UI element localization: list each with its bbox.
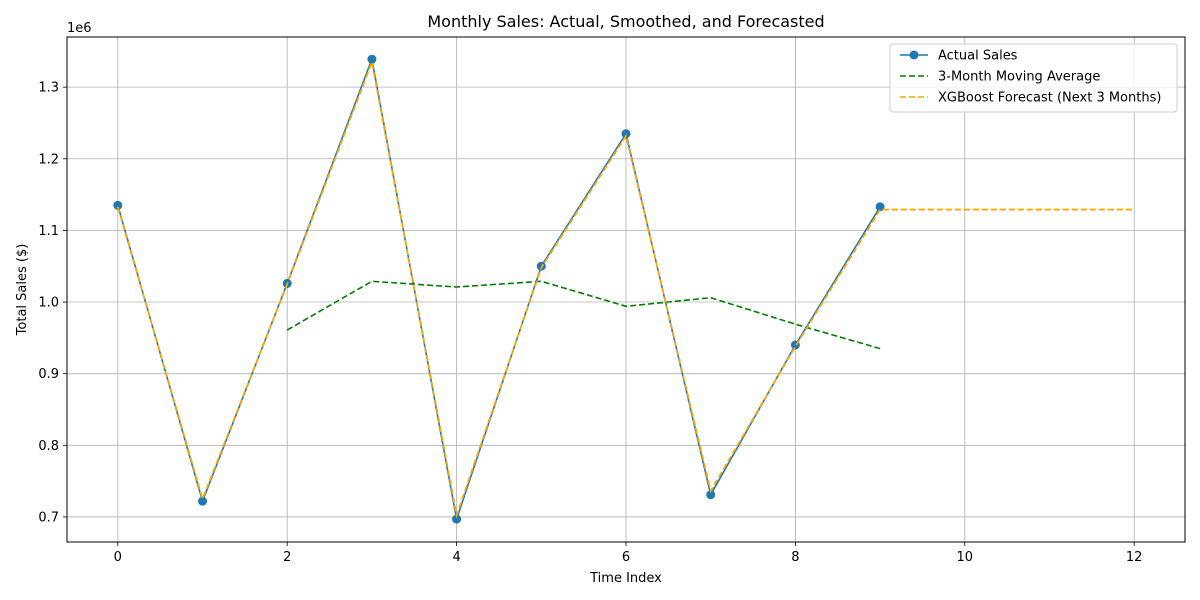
x-axis-title: Time Index: [589, 571, 662, 586]
y-tick-label: 1.2: [38, 152, 59, 167]
legend-marker: [909, 50, 919, 60]
x-tick-label: 4: [452, 550, 460, 565]
legend-label: XGBoost Forecast (Next 3 Months): [938, 91, 1161, 106]
x-tick-label: 6: [622, 550, 630, 565]
y-axis-offset-label: 1e6: [67, 21, 92, 36]
x-tick-label: 8: [791, 550, 799, 565]
legend: Actual Sales 3-Month Moving Average XGBoos…: [889, 43, 1178, 113]
actual-sales-point: [113, 200, 123, 210]
chart-title: Monthly Sales: Actual, Smoothed, and For…: [427, 12, 824, 31]
series-line-forecast-overlay: [117, 59, 1135, 519]
legend-label: 3-Month Moving Average: [938, 70, 1100, 85]
x-tick-label: 2: [283, 550, 291, 565]
y-axis-title: Total Sales ($): [15, 244, 30, 337]
y-tick-label: 1.0: [38, 296, 59, 311]
actual-sales-point: [198, 496, 208, 506]
y-tick-label: 0.8: [38, 439, 59, 454]
actual-sales-point: [367, 54, 377, 64]
x-tick-label: 0: [114, 550, 122, 565]
x-tick-label: 10: [957, 550, 974, 565]
y-tick-label: 0.9: [38, 367, 59, 382]
series-line-actual-sales: [117, 58, 881, 520]
x-tick-label: 12: [1126, 550, 1143, 565]
legend-box: [889, 43, 1178, 113]
series-line-3-month-moving-average: [286, 280, 881, 350]
y-tick-label: 1.3: [38, 81, 59, 96]
actual-sales-point: [875, 202, 885, 212]
y-tick-label: 0.7: [38, 510, 59, 525]
y-tick-label: 1.1: [38, 224, 59, 239]
actual-sales-point: [621, 129, 631, 139]
grid: [67, 37, 1185, 542]
actual-sales-point: [706, 490, 716, 500]
ticks: 0 2 4 6 8 10 12 0.7 0.8 0.9 1.0 1.1 1.2 1.3: [38, 81, 1142, 565]
series-layer: [113, 54, 1135, 524]
legend-label: Actual Sales: [938, 49, 1018, 64]
actual-sales-point: [452, 514, 462, 524]
